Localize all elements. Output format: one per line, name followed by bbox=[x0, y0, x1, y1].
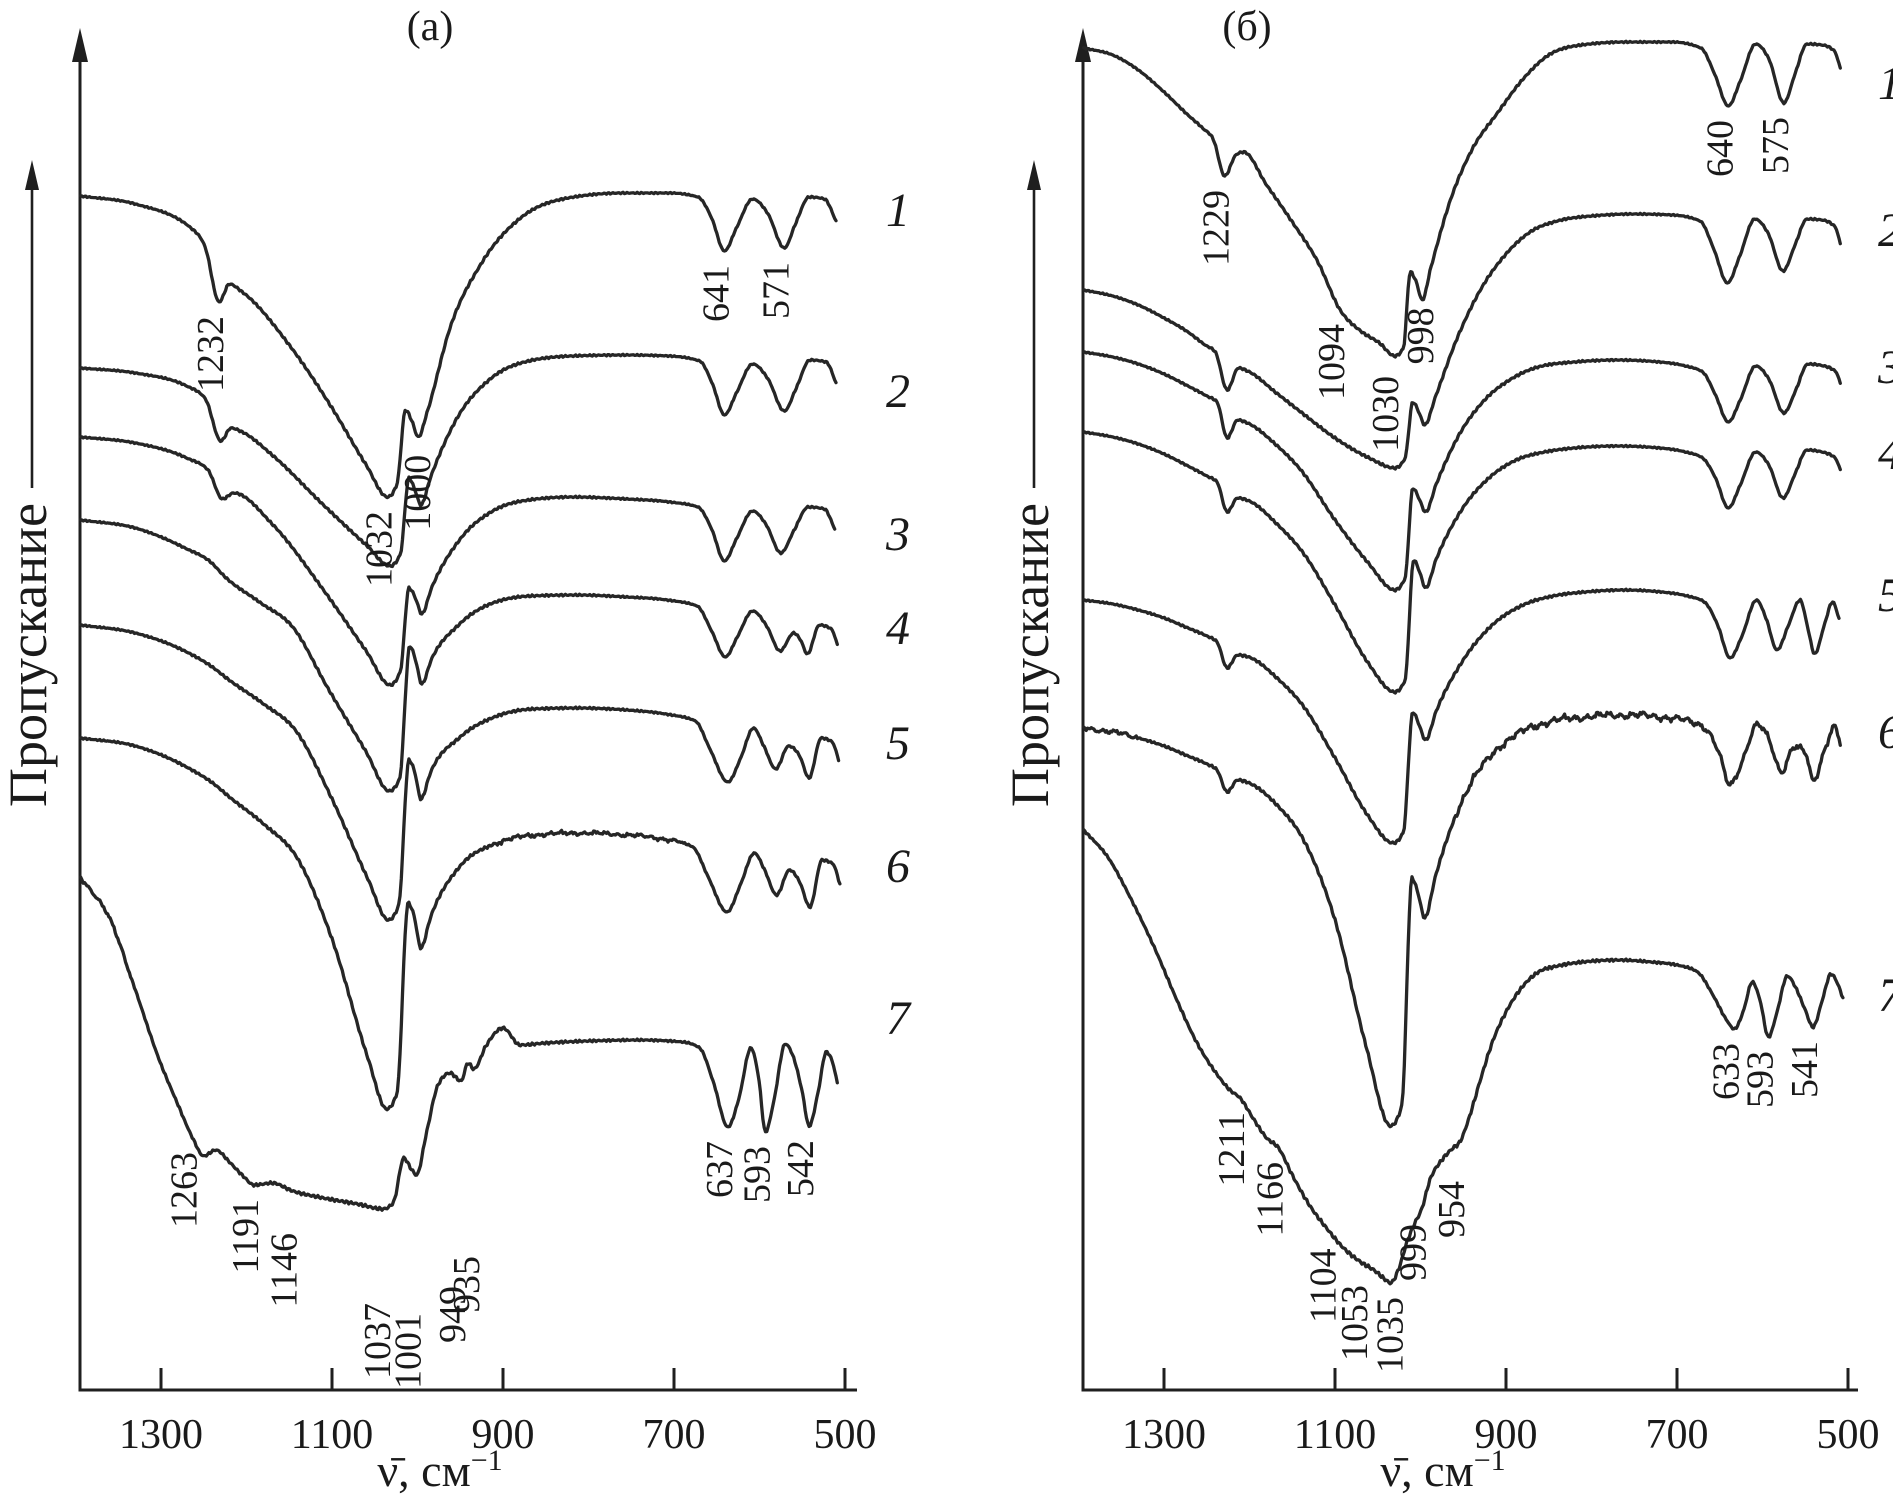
y-axis-arrowhead-b bbox=[1075, 28, 1091, 62]
peak-label-b-1104: 1104 bbox=[1303, 1248, 1345, 1323]
spectrum-curve-a-1 bbox=[78, 190, 838, 500]
x-tick-label-b-700: 700 bbox=[1646, 1412, 1709, 1458]
y-axis-arrowhead-a bbox=[72, 28, 88, 62]
panel-b-y-axis-label: Пропускание bbox=[1000, 503, 1060, 807]
spectrum-curve-a-5 bbox=[78, 623, 841, 922]
curve-number-a-7: 7 bbox=[886, 992, 912, 1045]
peak-label-a-1191: 1191 bbox=[225, 1199, 267, 1274]
peak-label-b-541: 541 bbox=[1784, 1041, 1826, 1098]
x-tick-label-a-1300: 1300 bbox=[119, 1412, 203, 1458]
peak-label-a-1232: 1232 bbox=[190, 316, 232, 392]
panel-b-x-axis-label: ν̄, см−1 bbox=[1380, 1444, 1505, 1496]
peak-label-a-1032: 1032 bbox=[359, 511, 401, 587]
transmission-arrowhead-a bbox=[25, 160, 39, 190]
peak-label-b-1035: 1035 bbox=[1370, 1297, 1412, 1373]
spectrum-curve-a-2 bbox=[78, 352, 838, 569]
curve-number-b-2: 2 bbox=[1878, 204, 1893, 257]
panel-b-title: (б) bbox=[1222, 4, 1271, 50]
peak-label-b-1094: 1094 bbox=[1311, 324, 1353, 400]
spectrum-curve-b-1 bbox=[1081, 39, 1842, 359]
curve-number-a-5: 5 bbox=[886, 717, 910, 770]
spectrum-curve-a-6 bbox=[78, 736, 842, 1112]
spectrum-curve-a-3 bbox=[78, 435, 837, 688]
x-tick-label-a-700: 700 bbox=[643, 1412, 706, 1458]
panel-a-x-axis-label: ν̄, см−1 bbox=[377, 1444, 502, 1496]
panel-a-title: (а) bbox=[407, 4, 454, 50]
peak-label-b-640: 640 bbox=[1699, 120, 1741, 177]
peak-label-b-1030: 1030 bbox=[1365, 376, 1407, 452]
curve-number-b-4: 4 bbox=[1878, 427, 1893, 480]
panel-b-x-axis-exponent: −1 bbox=[1474, 1444, 1506, 1477]
x-tick-label-a-900: 900 bbox=[472, 1412, 535, 1458]
peak-label-b-1211: 1211 bbox=[1211, 1112, 1253, 1187]
peak-label-b-575: 575 bbox=[1755, 117, 1797, 174]
spectrum-curve-b-5 bbox=[1081, 587, 1841, 846]
curve-number-a-2: 2 bbox=[886, 365, 910, 418]
spectrum-curve-a-4 bbox=[78, 518, 839, 793]
peak-label-a-641: 641 bbox=[695, 265, 737, 322]
spectrum-curve-b-6 bbox=[1081, 710, 1842, 1129]
curve-number-a-1: 1 bbox=[886, 184, 910, 237]
peak-label-a-542: 542 bbox=[780, 1140, 822, 1197]
peak-label-a-1001: 1001 bbox=[388, 1313, 430, 1389]
peak-label-b-1166: 1166 bbox=[1250, 1162, 1292, 1237]
peak-label-b-999: 999 bbox=[1392, 1224, 1434, 1281]
peak-label-a-949: 949 bbox=[432, 1286, 474, 1343]
peak-label-a-1000: 1000 bbox=[397, 455, 439, 531]
peak-label-b-1053: 1053 bbox=[1334, 1285, 1376, 1361]
x-tick-label-b-500: 500 bbox=[1817, 1412, 1880, 1458]
curve-number-b-6: 6 bbox=[1878, 706, 1893, 759]
curve-number-b-3: 3 bbox=[1877, 341, 1893, 394]
curve-number-b-7: 7 bbox=[1878, 969, 1893, 1022]
transmission-arrowhead-b bbox=[1027, 160, 1041, 190]
peak-label-a-571: 571 bbox=[755, 262, 797, 319]
curve-number-a-4: 4 bbox=[886, 602, 910, 655]
spectrum-curve-b-3 bbox=[1081, 350, 1842, 593]
curve-number-b-1: 1 bbox=[1878, 57, 1893, 110]
peak-label-b-633: 633 bbox=[1705, 1043, 1747, 1100]
peak-label-a-593: 593 bbox=[736, 1146, 778, 1203]
peak-label-a-935: 935 bbox=[446, 1256, 488, 1313]
peak-label-a-1146: 1146 bbox=[264, 1233, 306, 1308]
x-tick-label-b-1300: 1300 bbox=[1122, 1412, 1206, 1458]
spectrum-curve-b-4 bbox=[1081, 430, 1842, 695]
x-tick-label-a-1100: 1100 bbox=[291, 1412, 373, 1458]
peak-label-b-998: 998 bbox=[1400, 307, 1442, 364]
panel-b-x-axis-unit: ν̄, см bbox=[1380, 1445, 1473, 1496]
panel-a-y-axis-label: Пропускание bbox=[0, 503, 58, 807]
panel-a-x-axis-exponent: −1 bbox=[471, 1444, 503, 1477]
x-tick-label-a-500: 500 bbox=[814, 1412, 877, 1458]
spectrum-curve-b-7 bbox=[1081, 827, 1845, 1286]
peak-label-b-1229: 1229 bbox=[1196, 190, 1238, 266]
peak-label-a-1263: 1263 bbox=[164, 1152, 206, 1228]
peak-label-b-593: 593 bbox=[1739, 1051, 1781, 1108]
x-tick-label-b-900: 900 bbox=[1475, 1412, 1538, 1458]
curve-number-a-3: 3 bbox=[885, 508, 910, 561]
x-tick-label-b-1100: 1100 bbox=[1294, 1412, 1376, 1458]
panel-a-x-axis-unit: ν̄, см bbox=[377, 1445, 470, 1496]
curve-number-b-5: 5 bbox=[1878, 569, 1893, 622]
curve-number-a-6: 6 bbox=[886, 840, 910, 893]
peak-label-a-1037: 1037 bbox=[357, 1303, 399, 1379]
peak-label-a-637: 637 bbox=[699, 1141, 741, 1198]
peak-label-b-954: 954 bbox=[1431, 1181, 1473, 1238]
spectrum-curve-a-7 bbox=[78, 875, 839, 1212]
spectrum-curve-b-2 bbox=[1081, 211, 1842, 471]
